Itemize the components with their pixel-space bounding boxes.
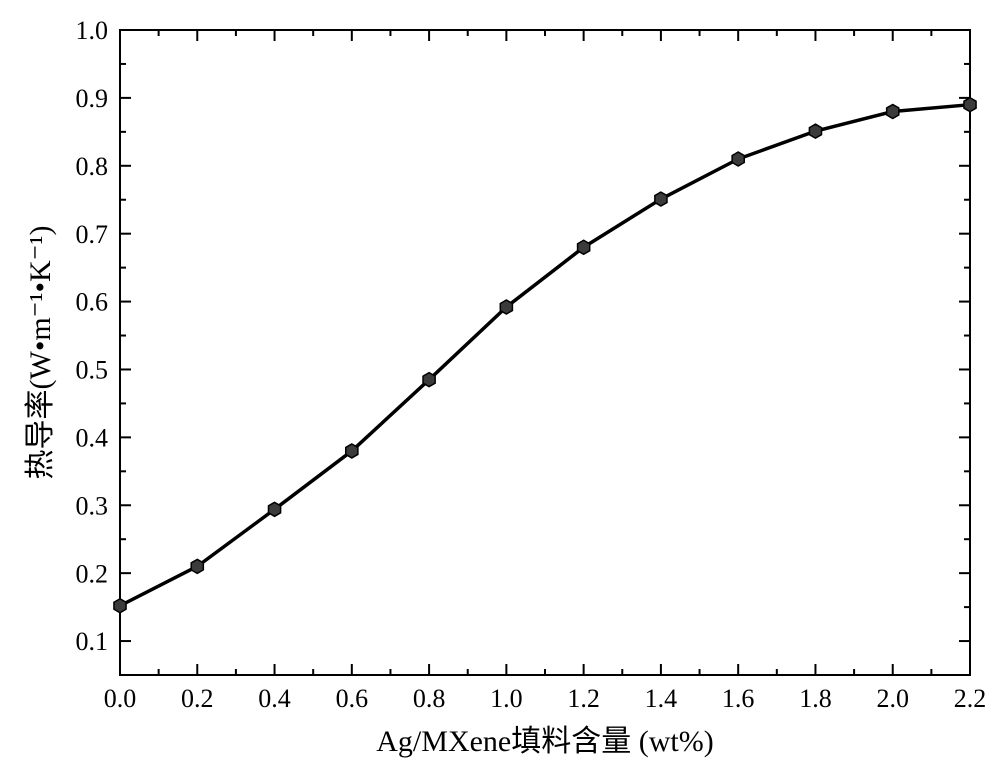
x-tick-label: 1.8: [799, 684, 832, 713]
x-tick-label: 1.6: [722, 684, 755, 713]
y-tick-label: 0.5: [76, 356, 109, 385]
data-marker: [887, 104, 899, 118]
y-tick-label: 1.0: [76, 16, 109, 45]
y-tick-label: 0.7: [76, 220, 109, 249]
data-marker: [500, 300, 512, 314]
x-tick-label: 1.4: [645, 684, 678, 713]
data-marker: [732, 152, 744, 166]
x-tick-label: 0.6: [336, 684, 369, 713]
y-tick-label: 0.9: [76, 84, 109, 113]
data-marker: [809, 124, 821, 138]
data-marker: [191, 559, 203, 573]
x-tick-label: 0.2: [181, 684, 214, 713]
data-marker: [346, 444, 358, 458]
data-marker: [655, 192, 667, 206]
y-tick-label: 0.6: [76, 288, 109, 317]
thermal-conductivity-chart: 0.0 0.2 0.4 0.6 0.8 1.0 1.2 1.4 1.6 1.8 2.0 2.2 0.1 0…: [0, 0, 1000, 766]
x-tick-label: 2.0: [876, 684, 909, 713]
x-tick-label: 1.0: [490, 684, 523, 713]
x-axis-label: Ag/MXene填料含量 (wt%): [376, 725, 713, 758]
y-axis-label: 热导率(W•m⁻¹•K⁻¹): [24, 226, 57, 480]
y-tick-label: 0.1: [76, 627, 109, 656]
y-tick-label: 0.8: [76, 152, 109, 181]
data-marker: [578, 240, 590, 254]
chart-container: 0.0 0.2 0.4 0.6 0.8 1.0 1.2 1.4 1.6 1.8 2.0 2.2 0.1 0…: [0, 0, 1000, 766]
data-marker: [423, 373, 435, 387]
x-tick-label: 2.2: [954, 684, 987, 713]
y-tick-label: 0.2: [76, 559, 109, 588]
data-marker: [114, 599, 126, 613]
chart-background: [0, 0, 1000, 766]
x-tick-label: 0.4: [258, 684, 291, 713]
y-tick-label: 0.4: [76, 423, 109, 452]
x-tick-label: 0.8: [413, 684, 446, 713]
data-marker: [964, 98, 976, 112]
y-tick-label: 0.3: [76, 491, 109, 520]
x-tick-label: 1.2: [567, 684, 600, 713]
data-marker: [268, 502, 280, 516]
x-tick-label: 0.0: [104, 684, 137, 713]
